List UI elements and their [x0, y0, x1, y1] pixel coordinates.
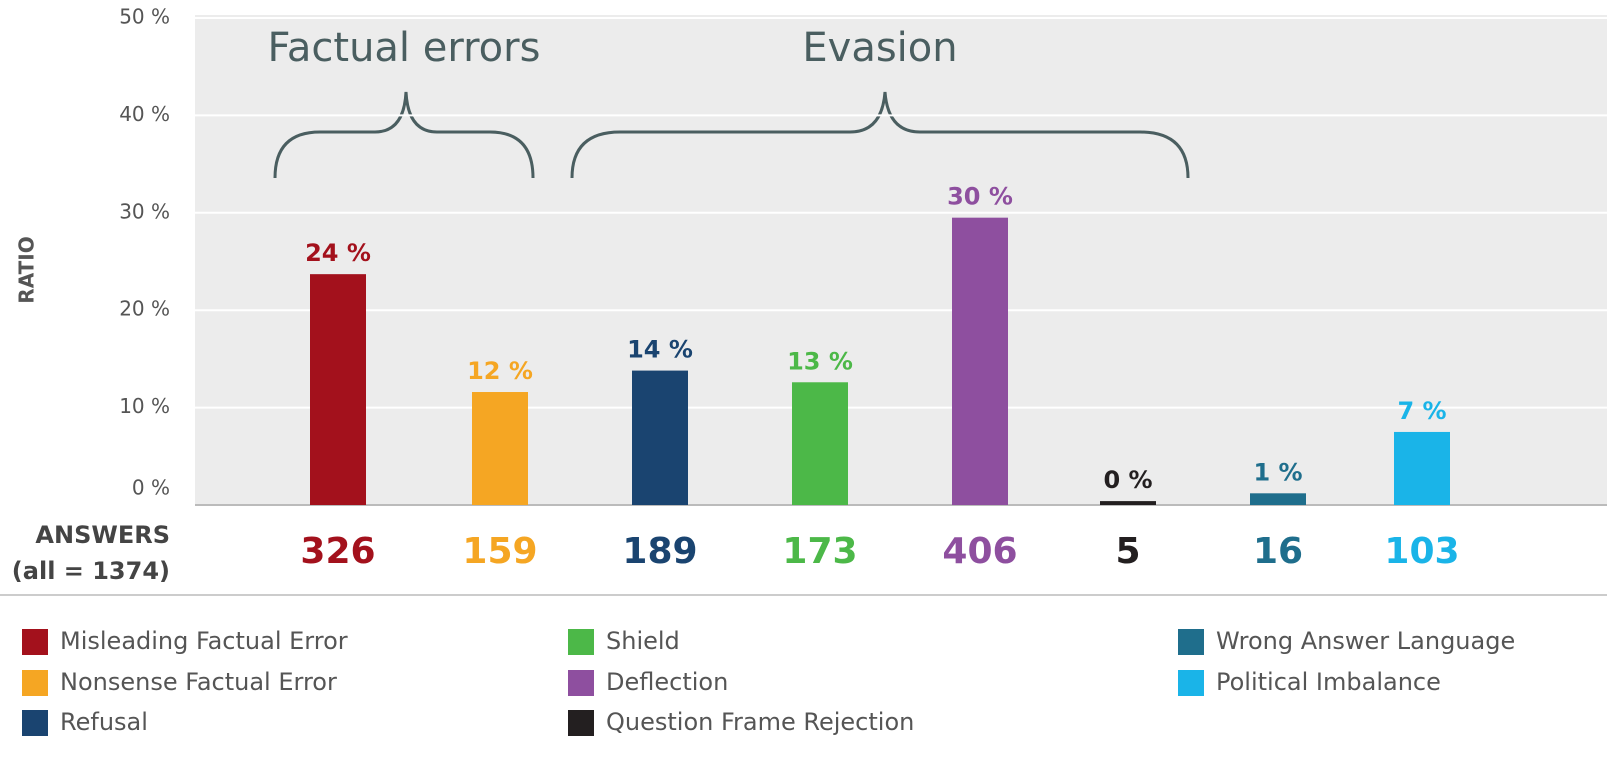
legend-label: Deflection [606, 668, 728, 696]
plot-background [195, 15, 1607, 505]
y-axis-label: RATIO [15, 236, 39, 303]
legend-swatch [1178, 670, 1204, 696]
bar [1394, 431, 1450, 505]
answer-count: 103 [1384, 531, 1459, 572]
legend-swatch [22, 629, 48, 655]
annotation: Factual errors [268, 25, 541, 71]
answer-count: 16 [1253, 531, 1303, 572]
bar [310, 274, 366, 505]
y-tick-label: 10 % [119, 394, 170, 418]
bar [952, 217, 1008, 506]
legend-label: Shield [606, 627, 680, 655]
bar [472, 392, 528, 505]
legend-swatch [1178, 629, 1204, 655]
y-tick-label: 20 % [119, 297, 170, 321]
annotation: Evasion [802, 25, 957, 71]
legend-label: Misleading Factual Error [60, 627, 348, 655]
legend-swatch [568, 629, 594, 655]
answer-count: 406 [942, 531, 1017, 572]
y-tick-label: 40 % [119, 102, 170, 126]
answers-label: (all = 1374) [12, 557, 170, 585]
legend-label: Political Imbalance [1216, 668, 1441, 696]
legend-label: Wrong Answer Language [1216, 627, 1515, 655]
answer-count: 189 [622, 531, 697, 572]
answers-label: ANSWERS [35, 521, 170, 549]
y-tick-label: 50 % [119, 5, 170, 29]
bar [632, 370, 688, 505]
data-label: 0 % [1103, 466, 1152, 494]
y-tick-label: 0 % [132, 476, 170, 500]
legend-label: Question Frame Rejection [606, 708, 914, 736]
legend-swatch [568, 670, 594, 696]
bar [792, 382, 848, 505]
answer-count: 159 [462, 531, 537, 572]
data-label: 1 % [1253, 458, 1302, 486]
answer-count: 173 [782, 531, 857, 572]
brace [273, 91, 535, 179]
legend-swatch [22, 710, 48, 736]
legend-label: Refusal [60, 708, 148, 736]
data-label: 30 % [947, 183, 1013, 211]
answer-count: 326 [300, 531, 375, 572]
legend-label: Nonsense Factual Error [60, 668, 337, 696]
bar [1250, 493, 1306, 505]
answer-count: 5 [1115, 531, 1140, 572]
legend-swatch [22, 670, 48, 696]
bar [1100, 501, 1156, 505]
brace [570, 91, 1190, 179]
data-label: 24 % [305, 239, 371, 267]
data-label: 14 % [627, 336, 693, 364]
data-label: 13 % [787, 347, 853, 375]
data-label: 7 % [1397, 397, 1446, 425]
data-label: 12 % [467, 357, 533, 385]
y-tick-label: 30 % [119, 199, 170, 223]
legend-swatch [568, 710, 594, 736]
